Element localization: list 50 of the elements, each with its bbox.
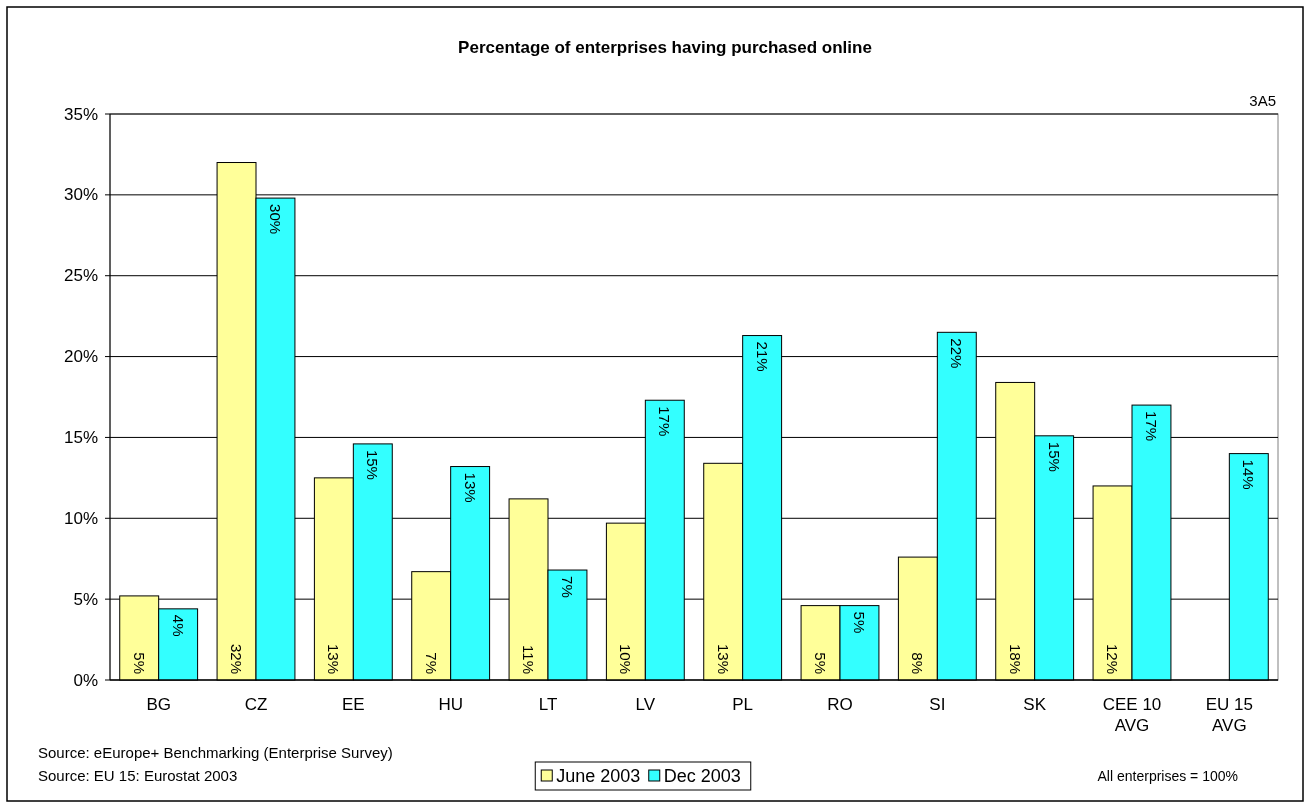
x-tick-label: SI <box>929 695 946 714</box>
data-label: 5% <box>812 652 830 674</box>
data-label: 30% <box>266 204 284 235</box>
legend-label: June 2003 <box>556 766 641 786</box>
legend-label: Dec 2003 <box>663 766 741 786</box>
x-tick-label: BG <box>146 695 171 714</box>
data-label: 5% <box>130 652 148 674</box>
x-tick-label: CEE 10 AVG <box>1102 695 1162 735</box>
y-tick-label: 5% <box>73 589 98 609</box>
data-label: 12% <box>1104 643 1122 674</box>
data-label: 13% <box>461 472 479 503</box>
data-label: 15% <box>1045 441 1063 472</box>
data-label: 8% <box>909 652 927 674</box>
data-label: 13% <box>325 643 343 674</box>
chart-title: Percentage of enterprises having purchased online <box>458 38 872 57</box>
y-tick-label: 10% <box>63 508 98 528</box>
data-label: 7% <box>422 652 440 674</box>
data-label: 14% <box>1240 459 1258 490</box>
data-label: 22% <box>948 338 966 369</box>
data-label: 21% <box>753 341 771 372</box>
data-label: 10% <box>617 643 635 674</box>
x-tick-label: LT <box>538 695 558 714</box>
y-tick-label: 20% <box>63 347 98 367</box>
data-label: 17% <box>1142 411 1160 442</box>
data-label: 18% <box>1006 643 1024 674</box>
data-label: 11% <box>520 645 538 674</box>
x-tick-label: SK <box>1023 695 1047 714</box>
text: All enterprises = 100% <box>1097 768 1238 784</box>
y-tick-label: 0% <box>73 670 98 690</box>
y-tick-label: 25% <box>63 266 98 286</box>
x-tick-label: PL <box>732 695 754 714</box>
data-label: 5% <box>850 611 868 634</box>
data-label: 15% <box>364 449 382 480</box>
data-label: 32% <box>228 643 246 674</box>
data-label: 7% <box>558 576 576 598</box>
x-tick-label: CZ <box>244 695 268 714</box>
x-tick-label: LV <box>635 695 656 714</box>
text: 3A5 <box>1249 92 1276 109</box>
data-label: 13% <box>714 643 732 674</box>
data-label: 4% <box>169 614 187 637</box>
y-tick-label: 35% <box>63 104 98 124</box>
source-note: Source: EU 15: Eurostat 2003 <box>38 767 238 784</box>
x-tick-label: RO <box>827 695 853 714</box>
source-note: Source: eEurope+ Benchmarking (Enterprise Survey) <box>38 744 393 761</box>
x-tick-label: HU <box>438 695 463 714</box>
data-label: 17% <box>656 406 674 437</box>
y-tick-label: 30% <box>63 185 98 205</box>
x-tick-label: EU 15 AVG <box>1205 695 1253 735</box>
y-tick-label: 15% <box>63 427 98 447</box>
x-tick-label: EE <box>341 695 365 714</box>
